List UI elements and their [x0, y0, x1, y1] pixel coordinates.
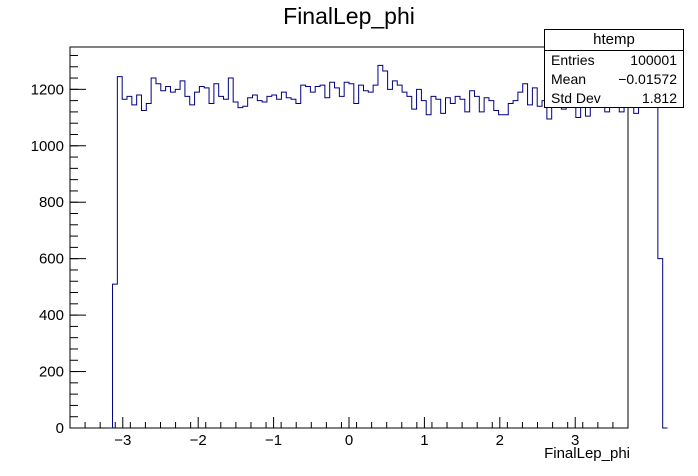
chart-title: FinalLep_phi	[283, 3, 415, 29]
stats-std-label: Std Dev	[551, 90, 601, 106]
stats-std-value: 1.812	[641, 90, 677, 106]
x-axis-label: FinalLep_phi	[544, 445, 630, 462]
stats-title: htemp	[545, 30, 683, 51]
histogram-series-line	[107, 64, 668, 429]
x-tick-label: 2	[496, 432, 504, 449]
stats-row-mean: Mean −0.01572	[545, 70, 683, 89]
x-tick-label: −1	[265, 432, 282, 449]
stats-entries-value: 100001	[630, 52, 677, 68]
x-tick-label: 1	[420, 432, 428, 449]
y-tick-label: 400	[39, 307, 64, 324]
x-tick-label: 3	[571, 432, 579, 449]
y-tick-label: 800	[39, 194, 64, 211]
y-tick-label: 600	[39, 251, 64, 268]
stats-row-entries: Entries 100001	[545, 51, 683, 70]
stats-entries-label: Entries	[551, 52, 595, 68]
x-tick-label: 0	[345, 432, 353, 449]
y-tick-label: 1000	[31, 138, 64, 155]
y-tick-label: 200	[39, 364, 64, 381]
stats-mean-label: Mean	[551, 71, 587, 87]
y-tick-label: 1200	[31, 81, 64, 98]
x-tick-label: −2	[190, 432, 207, 449]
y-tick-label: 0	[56, 420, 64, 437]
stats-mean-value: −0.01572	[618, 71, 677, 87]
stats-row-std: Std Dev 1.812	[545, 89, 683, 108]
x-tick-label: −3	[114, 432, 131, 449]
stats-box: htemp Entries 100001 Mean −0.01572 Std D…	[544, 29, 684, 108]
